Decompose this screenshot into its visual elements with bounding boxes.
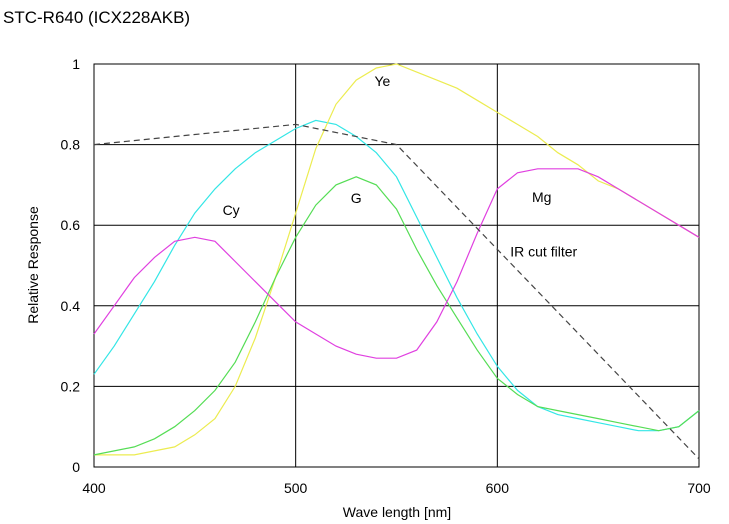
x-tick-label: 600 <box>486 480 510 496</box>
series-line-mg <box>93 168 700 359</box>
series-lines <box>93 63 700 460</box>
series-label-mg: Mg <box>532 189 551 205</box>
y-tick-label: 0.4 <box>61 298 81 314</box>
x-axis-label: Wave length [nm] <box>343 504 451 520</box>
x-tick-label: 500 <box>284 480 308 496</box>
y-tick-label: 1 <box>72 56 80 72</box>
x-tick-labels: 400 500 600 700 <box>82 480 711 496</box>
y-axis-label: Relative Response <box>25 206 41 324</box>
chart-title: STC-R640 (ICX228AKB) <box>3 8 190 27</box>
series-line-cy <box>93 119 700 432</box>
grid <box>93 63 700 468</box>
series-label-ir-cut-filter: IR cut filter <box>510 244 577 260</box>
series-label-g: G <box>351 190 362 206</box>
series-labels: Cy Ye G Mg IR cut filter <box>223 73 578 259</box>
x-tick-label: 400 <box>82 480 106 496</box>
y-tick-label: 0.6 <box>61 217 81 233</box>
plot-area-border <box>93 63 700 468</box>
series-line-ye <box>94 63 700 456</box>
y-tick-labels: 0 0.2 0.4 0.6 0.8 1 <box>61 56 81 475</box>
series-label-ye: Ye <box>374 73 390 89</box>
series-line-g <box>93 176 700 456</box>
y-tick-label: 0 <box>72 459 80 475</box>
series-label-cy: Cy <box>223 202 240 218</box>
series-line-ir-cut-filter <box>93 123 700 460</box>
y-tick-label: 0.2 <box>61 378 81 394</box>
x-tick-label: 700 <box>687 480 711 496</box>
y-tick-label: 0.8 <box>61 137 81 153</box>
